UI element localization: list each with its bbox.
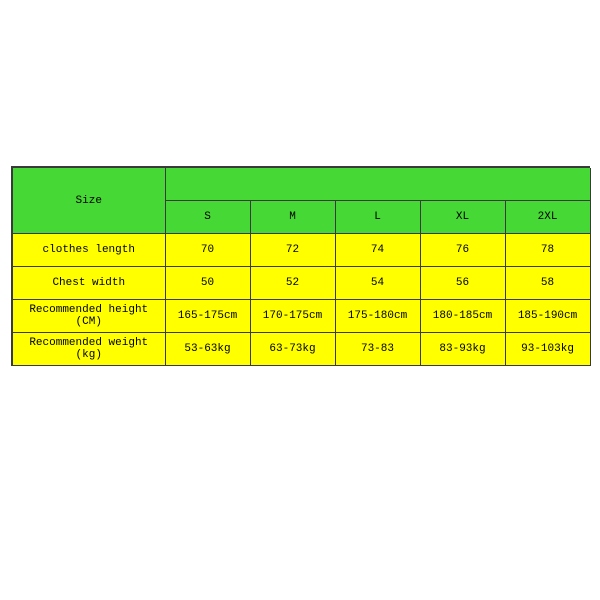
cell: 180-185cm	[420, 300, 505, 333]
row-label: Chest width	[13, 267, 165, 300]
cell: 76	[420, 234, 505, 267]
cell: 74	[335, 234, 420, 267]
table-row: Chest width 50 52 54 56 58	[13, 267, 590, 300]
header-size-label: Size	[13, 168, 165, 234]
header-size-xl: XL	[420, 201, 505, 234]
size-chart-table: Size S M L XL 2XL clothes length 70 72 7…	[11, 166, 590, 366]
cell: 83-93kg	[420, 333, 505, 366]
header-size-s: S	[165, 201, 250, 234]
row-label: clothes length	[13, 234, 165, 267]
cell: 52	[250, 267, 335, 300]
row-label: Recommended height (CM)	[13, 300, 165, 333]
header-top-span	[165, 168, 590, 201]
cell: 58	[505, 267, 590, 300]
cell: 185-190cm	[505, 300, 590, 333]
cell: 73-83	[335, 333, 420, 366]
header-size-l: L	[335, 201, 420, 234]
cell: 53-63kg	[165, 333, 250, 366]
cell: 72	[250, 234, 335, 267]
header-size-m: M	[250, 201, 335, 234]
cell: 165-175cm	[165, 300, 250, 333]
cell: 170-175cm	[250, 300, 335, 333]
table-row: clothes length 70 72 74 76 78	[13, 234, 590, 267]
cell: 63-73kg	[250, 333, 335, 366]
cell: 54	[335, 267, 420, 300]
cell: 175-180cm	[335, 300, 420, 333]
header-size-2xl: 2XL	[505, 201, 590, 234]
cell: 78	[505, 234, 590, 267]
table-row: Recommended height (CM) 165-175cm 170-17…	[13, 300, 590, 333]
cell: 70	[165, 234, 250, 267]
row-label: Recommended weight (kg)	[13, 333, 165, 366]
cell: 93-103kg	[505, 333, 590, 366]
table-row: Recommended weight (kg) 53-63kg 63-73kg …	[13, 333, 590, 366]
cell: 50	[165, 267, 250, 300]
cell: 56	[420, 267, 505, 300]
